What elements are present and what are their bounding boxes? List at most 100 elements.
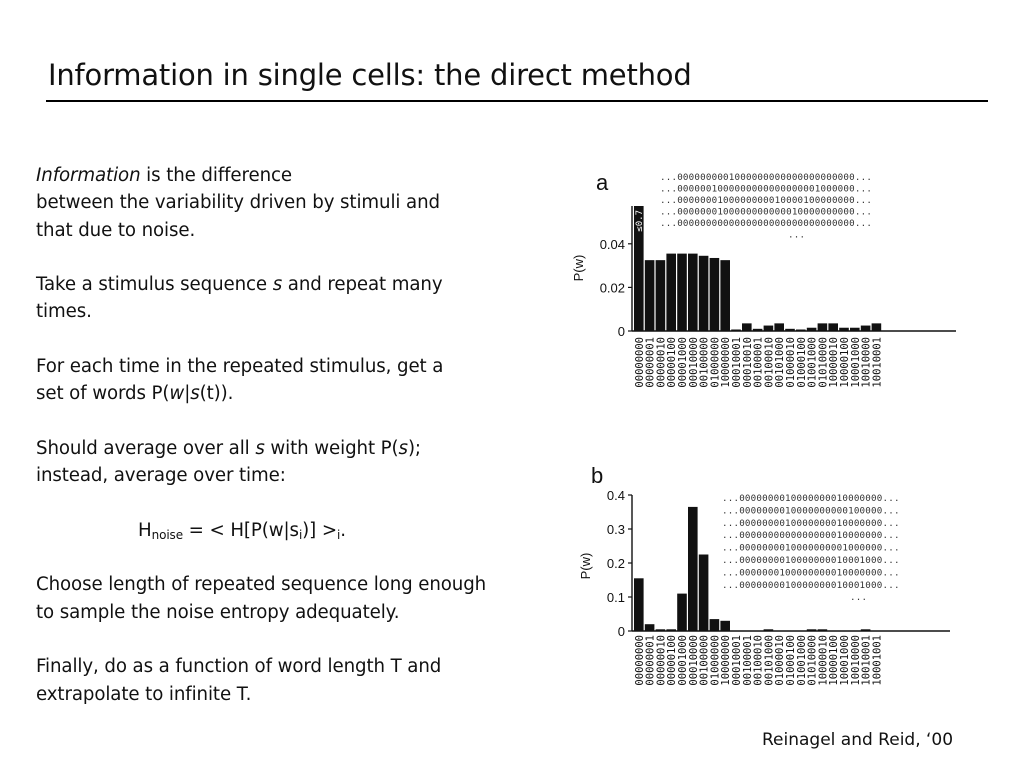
category-label: 10010001 — [861, 635, 873, 686]
category-label: 00010001 — [731, 337, 743, 388]
bar-10001000 — [850, 327, 860, 331]
category-label: 00100010 — [763, 337, 775, 388]
panel-label: a — [596, 170, 609, 195]
category-label: 01000000 — [709, 635, 721, 686]
information-term: Information — [36, 165, 141, 186]
off-scale-label: ≤0.7 — [635, 210, 645, 232]
category-label: 10001000 — [850, 337, 862, 388]
text: i — [336, 527, 341, 542]
text: instead, average over time: — [36, 465, 286, 487]
paragraph-extrapolate: Finally, do as a function of word length… — [36, 653, 556, 708]
category-label: 01000010 — [785, 337, 797, 388]
raster-line: ...0000000100000000010000100000000... — [660, 195, 872, 206]
category-label: 10010000 — [861, 337, 873, 388]
text: s — [255, 437, 265, 459]
raster-line: ...0000000010000000010000000... — [722, 493, 900, 504]
category-label: 10000010 — [828, 337, 840, 388]
bar-01000000 — [709, 619, 720, 631]
category-label: 00001000 — [677, 635, 689, 686]
text: with weight P( — [264, 437, 399, 459]
bar-00000100 — [666, 629, 676, 631]
category-label: 00010000 — [688, 635, 700, 686]
category-label: 00100010 — [753, 635, 765, 686]
category-label: 01001000 — [796, 635, 808, 686]
bar-00000010 — [655, 260, 666, 331]
y-tick-label: 0.2 — [607, 556, 625, 571]
text: For each time in the repeated stimulus, … — [36, 356, 444, 378]
bar-10000000 — [720, 260, 730, 331]
text: w — [169, 383, 185, 405]
paragraph-information: Information is the difference between the… — [36, 162, 556, 244]
text: i — [298, 527, 303, 542]
panel-label: b — [591, 463, 603, 488]
text: Choose length of repeated sequence long … — [36, 574, 487, 596]
bar-00101000 — [774, 323, 784, 331]
bar-00001000 — [677, 253, 687, 331]
raster-line: ...0000000010000000010000000... — [722, 518, 900, 529]
category-label: 10001001 — [871, 635, 883, 686]
bar-00010010 — [742, 323, 752, 331]
text: to sample the noise entropy adequately. — [36, 601, 400, 623]
text: H — [138, 519, 152, 541]
bar-00010000 — [688, 253, 698, 331]
bar-00100000 — [698, 554, 709, 631]
category-label: 00000001 — [645, 337, 657, 388]
bar-01000010 — [785, 328, 795, 331]
text: Should average over all — [36, 437, 256, 459]
y-tick-label: 0.1 — [607, 590, 625, 605]
text: | — [184, 383, 191, 405]
category-label: 10001000 — [839, 635, 851, 686]
body-text: Information is the difference between the… — [36, 162, 556, 735]
category-label: 00100000 — [699, 337, 711, 388]
raster-ellipsis: ... — [850, 592, 867, 603]
bar-01001000 — [806, 327, 817, 331]
category-label: 00001000 — [677, 337, 689, 388]
paragraph-average: Should average over all s with weight P(… — [36, 435, 556, 490]
citation: Reinagel and Reid, ‘00 — [762, 730, 954, 750]
bar-10000010 — [817, 629, 828, 631]
paragraph-stimulus: Take a stimulus sequence s and repeat ma… — [36, 271, 556, 326]
paragraph-length: Choose length of repeated sequence long … — [36, 571, 556, 626]
category-label: 01010000 — [817, 337, 829, 388]
category-label: 00000000 — [634, 337, 646, 388]
bar-10010001 — [860, 629, 871, 631]
category-label: 01000000 — [709, 337, 721, 388]
category-label: 10000100 — [828, 635, 840, 686]
raster-ellipsis: ... — [788, 230, 805, 241]
category-label: 10010000 — [850, 635, 862, 686]
raster-line: ...0000000010000000000100000... — [722, 505, 900, 516]
bar-01010000 — [817, 323, 828, 331]
y-axis-label: P(w) — [571, 255, 586, 282]
text: extrapolate to infinite T. — [36, 683, 252, 705]
noise-entropy-formula: Hnoise = < H[P(w|si)] >i. — [138, 517, 556, 544]
bar-00100001 — [752, 328, 763, 331]
category-label: 00100001 — [753, 337, 765, 388]
category-label: 00000000 — [634, 635, 646, 686]
category-label: 10000010 — [817, 635, 829, 686]
bar-10000100 — [839, 327, 849, 331]
bar-00000100 — [666, 253, 676, 331]
bar-00100010 — [763, 325, 774, 331]
bar-10010000 — [860, 325, 871, 331]
raster-line: ...0000000100000000000010000000000... — [660, 207, 872, 218]
bar-10000010 — [828, 323, 838, 331]
category-label: 00100000 — [699, 635, 711, 686]
category-label: 01000010 — [774, 635, 786, 686]
raster-line: ...0000000010000000010001000... — [722, 555, 900, 566]
text: between the variability driven by stimul… — [36, 192, 440, 214]
category-label: 00000001 — [645, 635, 657, 686]
raster-line: ...0000000000000000000000000000000... — [660, 218, 872, 229]
category-label: 00101000 — [763, 635, 775, 686]
text: and repeat many — [282, 274, 443, 296]
bar-00010000 — [688, 506, 698, 631]
text: s — [272, 274, 283, 296]
text: s — [398, 437, 408, 459]
paragraph-words: For each time in the repeated stimulus, … — [36, 353, 556, 408]
raster-line: ...0000001000000000000000001000000... — [660, 184, 872, 195]
y-tick-label: 0.04 — [600, 237, 625, 252]
category-label: 00010010 — [742, 337, 754, 388]
bar-01000000 — [709, 257, 720, 331]
raster-line: ...0000000010000000001000000... — [722, 543, 900, 554]
bar-00000000 — [634, 578, 644, 631]
